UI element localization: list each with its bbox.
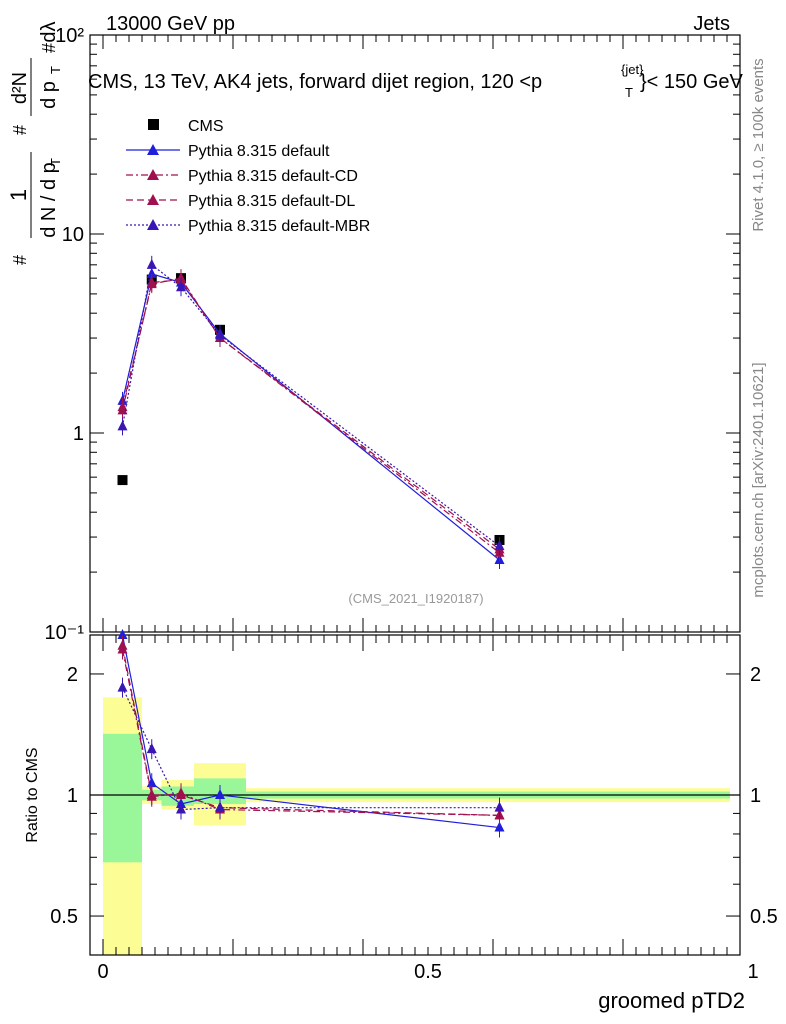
- ratio-y-axis-label: Ratio to CMS: [24, 747, 41, 842]
- ratio-y-tick-label: 0.5: [50, 906, 78, 928]
- y-label-part: T: [48, 66, 63, 74]
- y-label-part: dλ: [38, 21, 60, 42]
- y-tick-label: 10⁻¹: [45, 622, 85, 644]
- x-tick-label: 0: [97, 961, 108, 983]
- data-point: [176, 281, 186, 292]
- data-point: [146, 276, 157, 287]
- y-tick-label: 10: [62, 224, 84, 246]
- series-pythia-8-315-default: [117, 264, 505, 570]
- legend-marker: [147, 169, 159, 180]
- y-label-part: d N / d p: [38, 162, 60, 238]
- y-tick-label: 1: [73, 423, 84, 445]
- data-point: [117, 404, 128, 415]
- ratio-y-tick-label: 1: [67, 785, 78, 807]
- y-label-part: #: [10, 125, 30, 135]
- x-axis-label: groomed pTD2: [598, 988, 745, 1013]
- main-panel: 10⁻¹ 1 10 10² CMS, 13 TeV, AK4 jets, forward…: [45, 25, 744, 644]
- y-label-part: T: [48, 158, 63, 166]
- ratio-y-tick-label-right: 1: [750, 785, 761, 807]
- uncertainty-band-green: [103, 733, 142, 863]
- ratio-point: [117, 681, 128, 692]
- legend-label: Pythia 8.315 default-MBR: [188, 218, 370, 235]
- series-pythia-8-315-default-cd: [117, 269, 505, 562]
- watermark: (CMS_2021_I1920187): [348, 591, 483, 606]
- ratio-series-pythia-8-315-default-mbr: [117, 677, 505, 820]
- ratio-panel: 0.5 0.5 1 1 2 2 0 0.5 1 Ratio to CMS groomed pTD2: [24, 629, 778, 1013]
- chart-title: CMS, 13 TeV, AK4 jets, forward dijet reg…: [88, 71, 542, 93]
- ratio-point: [146, 743, 157, 754]
- series-line: [121, 278, 500, 550]
- ratio-point: [146, 789, 157, 799]
- data-point: [215, 329, 225, 340]
- ratio-y-tick-label-right: 0.5: [750, 906, 778, 928]
- legend-entry: Pythia 8.315 default-MBR: [126, 218, 370, 235]
- ratio-y-tick-label-right: 2: [750, 664, 761, 686]
- chart-title-sub: T: [625, 85, 633, 100]
- ratio-point: [176, 803, 186, 814]
- ratio-point: [215, 789, 225, 799]
- x-tick-label: 0.5: [414, 961, 442, 983]
- y-label-part: #: [39, 43, 59, 53]
- mcplots-label: mcplots.cern.ch [arXiv:2401.10621]: [750, 362, 767, 597]
- ratio-point: [215, 801, 225, 812]
- data-point: [494, 540, 505, 551]
- series-cms: [117, 273, 505, 545]
- y-label-part: d p: [38, 81, 60, 109]
- series-line: [121, 277, 500, 554]
- rivet-label: Rivet 4.1.0, ≥ 100k events: [750, 58, 767, 231]
- chart-title-sup: {jet}: [621, 62, 644, 77]
- legend-marker: [148, 119, 159, 130]
- legend-marker: [147, 219, 159, 230]
- y-label-part: 1: [6, 189, 31, 201]
- legend-label: CMS: [188, 118, 224, 135]
- chart-title-tail: }< 150 GeV: [640, 71, 744, 93]
- series-pythia-8-315-default-mbr: [117, 255, 505, 556]
- legend-label: Pythia 8.315 default-DL: [188, 193, 355, 210]
- legend-label: Pythia 8.315 default-CD: [188, 168, 358, 185]
- y-tick-label: 10²: [55, 25, 84, 47]
- ratio-point: [176, 789, 186, 799]
- header-right: Jets: [693, 13, 730, 35]
- ratio-point: [494, 801, 505, 812]
- main-y-axis-label: #1 d N / d pT#d²N d pT#dλ: [6, 21, 63, 265]
- legend-label: Pythia 8.315 default: [188, 143, 330, 160]
- legend-entry: Pythia 8.315 default-CD: [126, 168, 358, 185]
- data-point: [117, 475, 128, 486]
- ratio-point: [117, 629, 128, 639]
- series-line: [121, 263, 500, 547]
- legend-entry: Pythia 8.315 default: [126, 143, 330, 160]
- legend-marker: [147, 144, 159, 155]
- y-label-part: #: [10, 255, 30, 265]
- series-line: [121, 273, 500, 561]
- x-tick-label: 1: [747, 961, 758, 983]
- ratio-y-tick-label: 2: [67, 664, 78, 686]
- header-left: 13000 GeV pp: [106, 13, 235, 35]
- ratio-point: [494, 821, 505, 832]
- legend-entry: CMS: [148, 118, 224, 135]
- series-pythia-8-315-default-dl: [117, 270, 505, 559]
- ratio-point: [117, 639, 128, 650]
- legend-entry: Pythia 8.315 default-DL: [126, 193, 355, 210]
- data-point: [146, 258, 157, 269]
- legend-marker: [147, 194, 159, 205]
- y-label-group: #1 d N / d pT#d²N d pT#dλ: [6, 21, 63, 265]
- y-label-part: d²N: [9, 72, 31, 104]
- data-point: [117, 420, 128, 431]
- ratio-line: [121, 687, 500, 811]
